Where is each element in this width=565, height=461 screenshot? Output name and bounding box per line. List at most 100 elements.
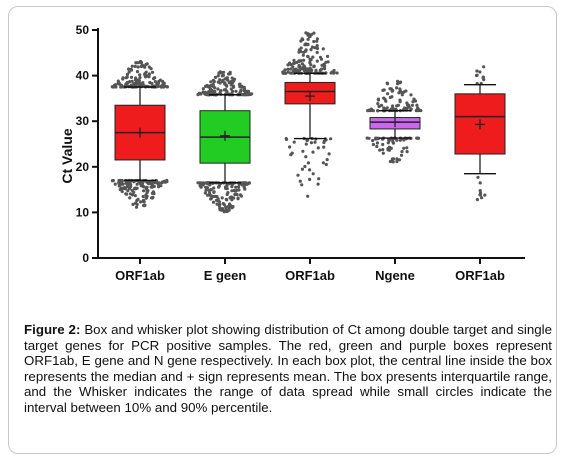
outlier-point (204, 185, 208, 189)
outlier-point (161, 83, 165, 87)
outlier-point (231, 89, 235, 93)
outlier-point (234, 185, 238, 189)
y-tick-label: 30 (76, 114, 90, 128)
outlier-point (291, 65, 295, 69)
outlier-point (143, 73, 147, 78)
outlier-point (135, 70, 140, 74)
outlier-point (203, 191, 207, 195)
outlier-point (316, 146, 320, 150)
outlier-point (144, 196, 148, 200)
outlier-point (377, 104, 381, 109)
y-tick-label: 40 (76, 69, 90, 83)
outlier-point (219, 89, 223, 93)
outlier-point (301, 38, 305, 42)
outlier-point (211, 84, 216, 89)
outlier-point (147, 72, 151, 76)
outlier-point (130, 188, 134, 192)
outlier-point (230, 189, 234, 193)
outlier-point (304, 31, 308, 35)
outlier-point (386, 92, 390, 96)
outlier-point (126, 67, 131, 71)
outlier-point (152, 184, 156, 189)
outlier-point (230, 197, 234, 201)
outlier-point (209, 196, 214, 200)
outlier-point (233, 189, 238, 193)
outlier-point (202, 182, 206, 186)
outlier-point (315, 59, 319, 63)
outlier-point (113, 182, 117, 186)
outlier-point (231, 79, 235, 83)
outlier-point (145, 190, 149, 194)
outlier-point (385, 106, 389, 110)
outlier-point (136, 61, 140, 65)
outlier-point (144, 70, 148, 74)
outlier-point (205, 83, 209, 88)
outlier-point (143, 204, 147, 208)
outlier-point (136, 65, 140, 69)
outlier-point (156, 84, 160, 88)
outlier-point (150, 196, 154, 200)
outlier-point (129, 83, 133, 87)
outlier-point (144, 187, 148, 191)
outlier-point (478, 189, 482, 193)
outlier-point (197, 91, 202, 95)
outlier-point (144, 62, 148, 67)
outlier-point (395, 104, 399, 108)
outlier-point (376, 109, 380, 113)
outlier-point (309, 48, 313, 52)
outlier-point (381, 148, 385, 152)
outlier-point (225, 76, 229, 80)
outlier-point (114, 83, 118, 87)
outlier-point (148, 80, 152, 85)
outlier-point (396, 79, 400, 83)
outlier-point (239, 88, 243, 92)
outlier-point (133, 78, 138, 82)
outlier-point (305, 138, 309, 143)
outlier-point (225, 84, 229, 88)
y-tick-label: 20 (76, 160, 90, 174)
outlier-point (152, 77, 156, 81)
outlier-point (400, 150, 404, 154)
outlier-point (135, 182, 139, 186)
y-tick-label: 50 (76, 23, 90, 37)
outlier-point (475, 69, 479, 73)
outlier-point (129, 68, 134, 72)
outlier-point (211, 200, 216, 204)
outlier-point (149, 185, 153, 189)
outlier-point (130, 79, 134, 83)
outlier-point (401, 91, 405, 95)
outlier-point (300, 167, 304, 171)
outlier-point (218, 78, 222, 82)
outlier-point (482, 65, 486, 69)
outlier-point (390, 95, 394, 99)
outlier-point (405, 150, 409, 154)
outlier-point (388, 159, 392, 164)
outlier-point (415, 108, 419, 112)
outlier-point (396, 82, 400, 86)
box-plot-chart: 0 10 20 30 40 50 ORF1ab E geen ORF1ab Ngene ORF1ab… (59, 23, 525, 283)
outlier-point (329, 137, 333, 141)
outlier-point (206, 193, 210, 197)
outlier-point (391, 141, 395, 145)
outlier-point (304, 49, 308, 53)
outlier-point (237, 83, 242, 87)
outlier-point (314, 68, 318, 72)
outlier-point (380, 103, 384, 107)
outlier-point (283, 68, 287, 72)
outlier-point (405, 101, 409, 105)
outlier-point (209, 188, 213, 192)
outlier-point (235, 192, 239, 196)
outlier-point (378, 148, 382, 152)
outlier-point (478, 70, 482, 74)
outlier-point (242, 87, 247, 91)
outlier-point (222, 70, 226, 74)
outlier-point (395, 86, 399, 90)
outlier-point (367, 136, 371, 140)
outlier-point (317, 177, 321, 181)
outlier-point (292, 140, 296, 144)
outlier-point (158, 78, 162, 82)
outlier-point (475, 73, 479, 77)
figure-frame (8, 6, 557, 454)
outlier-point (153, 80, 157, 84)
outlier-point (129, 75, 134, 79)
